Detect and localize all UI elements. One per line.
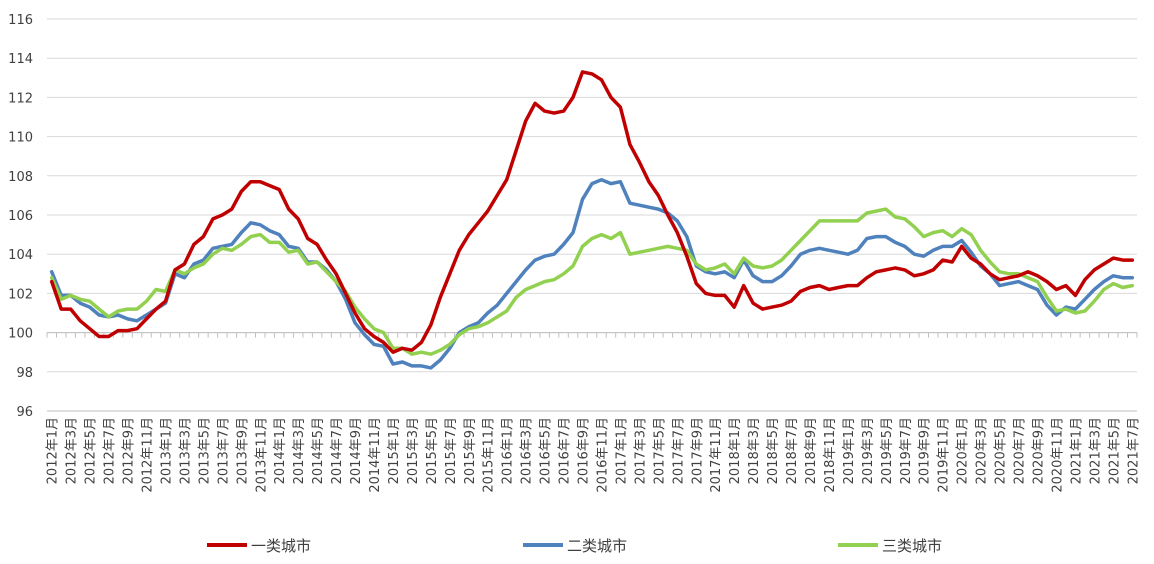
x-tick-label: 2017年5月 (652, 417, 667, 484)
x-tick-label: 2017年11月 (709, 417, 724, 493)
x-tick-label: 2013年1月 (159, 417, 174, 484)
x-tick-label: 2021年1月 (1069, 417, 1084, 484)
x-tick-label: 2018年3月 (747, 417, 762, 484)
x-tick-label: 2020年9月 (1031, 417, 1046, 484)
x-tick-label: 2016年7月 (558, 417, 573, 484)
x-tick-label: 2020年5月 (994, 417, 1009, 484)
x-tick-label: 2020年3月 (975, 417, 990, 484)
x-tick-label: 2014年9月 (349, 417, 364, 484)
x-tick-label: 2012年3月 (65, 417, 80, 484)
x-tick-label: 2014年3月 (292, 417, 307, 484)
series-lines (49, 70, 1135, 370)
x-tick-label: 2021年5月 (1107, 417, 1122, 484)
x-tick-label: 2014年5月 (311, 417, 326, 484)
x-tick-label: 2021年3月 (1088, 417, 1103, 484)
x-tick-label: 2019年11月 (937, 417, 952, 493)
x-tick-label: 2014年1月 (273, 417, 288, 484)
legend-label: 一类城市 (251, 537, 311, 555)
x-tick-label: 2016年9月 (577, 417, 592, 484)
x-tick-label: 2012年5月 (84, 417, 99, 484)
x-tick-label: 2014年7月 (330, 417, 345, 484)
y-tick-label: 116 (8, 13, 33, 28)
y-tick-label: 102 (8, 287, 33, 302)
y-tick-label: 112 (8, 91, 33, 106)
x-tick-label: 2012年7月 (103, 417, 118, 484)
y-tick-label: 100 (8, 327, 33, 342)
x-tick-label: 2015年1月 (387, 417, 402, 484)
x-tick-label: 2019年1月 (842, 417, 857, 484)
x-tick-label: 2019年7月 (899, 417, 914, 484)
y-tick-label: 114 (8, 52, 33, 67)
x-tick-label: 2012年1月 (46, 417, 61, 484)
x-tick-label: 2019年9月 (918, 417, 933, 484)
x-tick-label: 2016年5月 (539, 417, 554, 484)
x-tick-label: 2018年9月 (804, 417, 819, 484)
x-tick-label: 2013年7月 (216, 417, 231, 484)
series-line-2 (49, 177, 1135, 370)
x-tick-label: 2020年1月 (956, 417, 971, 484)
x-tick-label: 2018年1月 (728, 417, 743, 484)
x-tick-label: 2015年7月 (444, 417, 459, 484)
x-tick-label: 2012年9月 (122, 417, 137, 484)
x-tick-label: 2013年11月 (254, 417, 269, 493)
y-axis: 96 98 100 102 104 106 108 110 112 114 116 (8, 13, 33, 420)
legend: 一类城市 二类城市 三类城市 (207, 537, 942, 555)
x-tick-label: 2015年5月 (425, 417, 440, 484)
y-tick-label: 108 (8, 170, 33, 185)
x-tick-label: 2013年9月 (235, 417, 250, 484)
x-tick-label: 2019年5月 (880, 417, 895, 484)
x-tick-label: 2017年9月 (690, 417, 705, 484)
y-tick-label: 106 (8, 209, 33, 224)
x-tick-label: 2017年7月 (671, 417, 686, 484)
x-tick-label: 2018年7月 (785, 417, 800, 484)
y-tick-label: 96 (16, 405, 33, 420)
y-tick-label: 98 (16, 366, 33, 381)
x-tick-label: 2016年3月 (520, 417, 535, 484)
x-tick-label: 2018年11月 (823, 417, 838, 493)
x-tick-label: 2012年11月 (141, 417, 156, 493)
x-tick-label: 2021年7月 (1126, 417, 1141, 484)
x-tick-label: 2018年5月 (766, 417, 781, 484)
x-tick-label: 2017年1月 (614, 417, 629, 484)
x-axis: 2012年1月 2012年3月 2012年5月 2012年7月 2012年9月 2012年… (46, 332, 1141, 493)
x-tick-label: 2016年11月 (595, 417, 610, 493)
series-line-1 (49, 70, 1135, 354)
x-tick-label: 2013年3月 (178, 417, 193, 484)
legend-label: 二类城市 (567, 537, 627, 555)
y-tick-label: 104 (8, 248, 33, 263)
x-tick-label: 2019年3月 (861, 417, 876, 484)
series-line-3 (49, 207, 1135, 356)
x-tick-label: 2013年5月 (197, 417, 212, 484)
x-tick-label: 2017年3月 (633, 417, 648, 484)
x-tick-label: 2015年9月 (463, 417, 478, 484)
x-tick-label: 2020年7月 (1013, 417, 1028, 484)
y-tick-label: 110 (8, 131, 33, 146)
x-tick-label: 2016年1月 (501, 417, 516, 484)
legend-label: 三类城市 (882, 537, 942, 555)
x-tick-label: 2015年3月 (406, 417, 421, 484)
gridlines (47, 18, 1137, 412)
x-tick-label: 2015年11月 (482, 417, 497, 493)
x-tick-label: 2014年11月 (368, 417, 383, 493)
x-tick-label: 2020年11月 (1050, 417, 1065, 493)
